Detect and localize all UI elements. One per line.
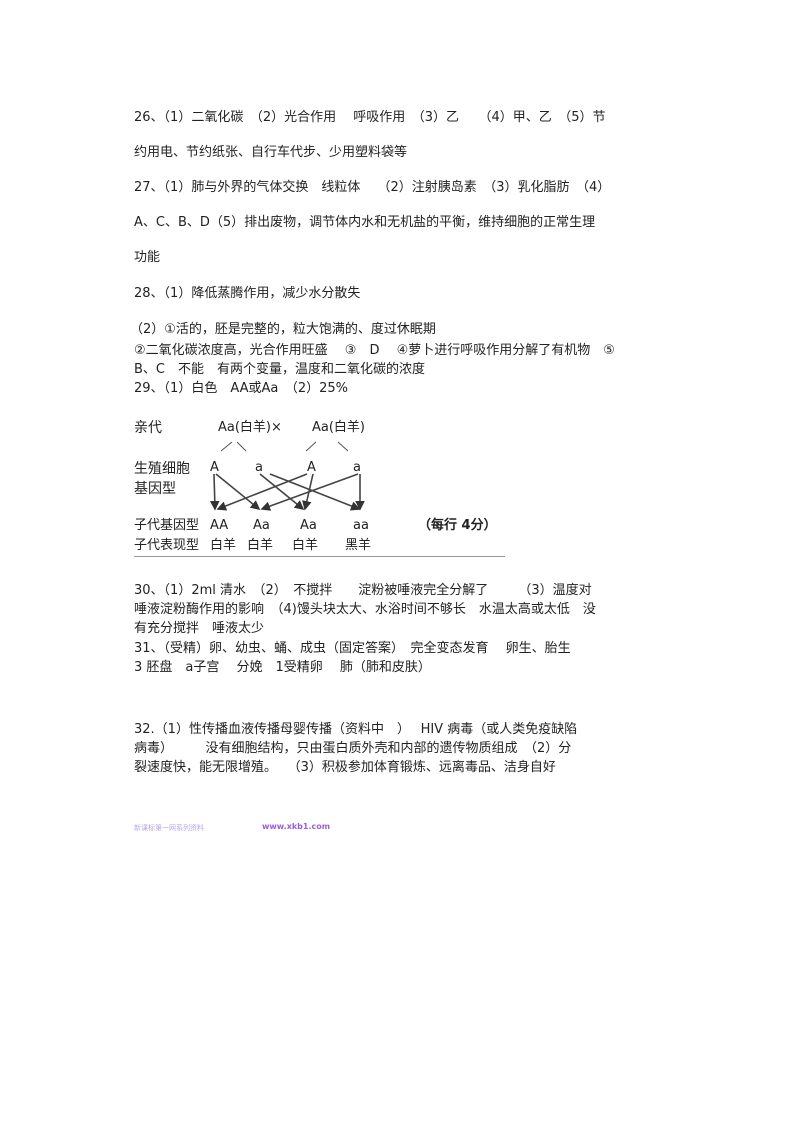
offspring-genotype-label: 子代基因型 [134,518,200,533]
small-arrow [236,441,247,452]
offspring-genotype: AA [210,518,229,533]
text-line: 31、（受精）卵、幼虫、蛹、成虫（固定答案） 完全变态发育 卵生、胎生 [134,641,571,656]
arrow-line [269,473,361,511]
offspring-phenotype: 白羊 [292,538,319,553]
score-note: （每行 4分） [418,518,497,533]
arrow-line [260,473,359,511]
offspring-genotype: aa [353,518,369,533]
text-line: 病毒） 没有细胞结构，只由蛋白质外壳和内部的遗传物质组成 （2）分 [134,741,572,756]
parent-1: Aa(白羊)× [218,420,282,435]
text-line: （2）①活的，胚是完整的，粒大饱满的、度过休眠期 [130,322,436,337]
offspring-phenotype: 白羊 [247,538,274,553]
small-arrow [220,441,233,452]
arrow-line [216,473,308,511]
text-line: 有充分搅拌 唾液太少 [134,621,265,636]
text-line: 功能 [134,250,161,265]
gamete: a [255,460,263,475]
text-line: 唾液淀粉酶作用的影响 （4)馒头块太大、水浴时间不够长 水温太高或太低 没 [134,602,596,617]
text-line: 30、（1）2ml 清水 （2） 不搅拌 淀粉被唾液完全分解了 （3）温度对 [134,583,592,598]
parent-2: Aa(白羊) [312,420,366,435]
text-line: A、C、B、D（5）排出废物，调节体内水和无机盐的平衡，维持细胞的正常生理 [134,215,596,230]
footer-url[interactable]: www.xkb1.com [262,822,331,831]
gamete-label-2: 基因型 [134,481,176,497]
text-line: B、C 不能 有两个变量，温度和二氧化碳的浓度 [134,362,425,377]
footer-source: 新课标第一网系列资料 [134,824,204,832]
text-line: 27、（1）肺与外界的气体交换 线粒体 （2）注射胰岛素 （3）乳化脂肪 （4） [134,180,611,195]
text-line: 32.（1）性传播血液传播母婴传播（资料中 ） HIV 病毒（或人类免疫缺陷 [134,722,578,737]
text-line: 3 胚盘 a子宫 分娩 1受精卵 肺（肺和皮肤） [134,660,431,675]
text-line: 约用电、节约纸张、自行车代步、少用塑料袋等 [134,145,408,160]
gamete: A [307,460,316,475]
offspring-phenotype-label: 子代表现型 [134,538,200,553]
offspring-genotype: Aa [253,518,270,533]
text-line: 28、（1）降低蒸腾作用，减少水分散失 [134,286,361,301]
offspring-phenotype: 黑羊 [345,538,372,553]
small-arrow [305,441,317,452]
text-line: 26、（1）二氧化碳 （2）光合作用 呼吸作用 （3）乙 （4）甲、乙 （5）节 [134,110,606,125]
divider [134,556,505,557]
arrow-line [259,473,305,511]
text-line: 29、（1）白色 AA或Aa （2）25% [134,381,348,396]
gamete-label: 生殖细胞 [134,461,190,477]
text-line: ②二氧化碳浓度高，光合作用旺盛 ③ D ④萝卜进行呼吸作用分解了有机物 ⑤ [134,343,615,358]
text-line: 裂速度快，能无限增殖。 （3）积极参加体育锻炼、远离毒品、洁身自好 [134,760,556,775]
arrow-line [209,473,220,511]
parent-label: 亲代 [134,420,162,436]
gamete: a [353,460,361,475]
arrow-line [215,473,261,511]
gamete: A [210,460,219,475]
offspring-genotype: Aa [300,518,317,533]
offspring-phenotype: 白羊 [210,538,237,553]
small-arrow [337,441,349,452]
